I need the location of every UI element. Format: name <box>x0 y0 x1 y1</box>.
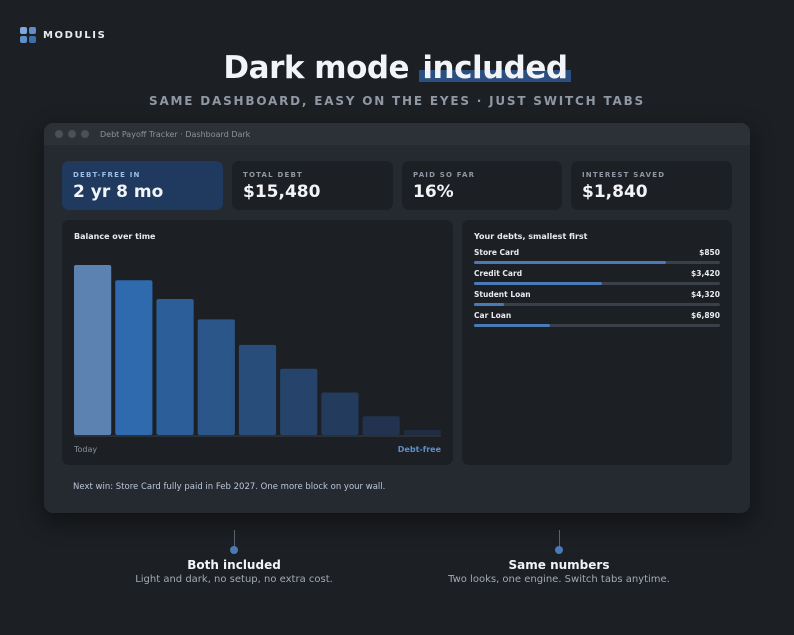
stat-value: $15,480 <box>243 182 321 202</box>
stat-value: 2 yr 8 mo <box>73 182 164 202</box>
window-titlebar: Debt Payoff Tracker · Dashboard Dark <box>44 123 750 145</box>
balance-bar <box>74 265 112 435</box>
app-window: Debt Payoff Tracker · Dashboard Dark DEB… <box>44 123 750 513</box>
headline-prefix: Dark mode <box>223 50 410 86</box>
debt-name: Student Loan <box>474 290 531 299</box>
balance-bar <box>197 319 235 435</box>
debt-progress-fill <box>474 303 504 306</box>
stat-label: INTEREST SAVED <box>582 171 666 179</box>
debts-panel-title: Your debts, smallest first <box>474 232 588 241</box>
stat-debt-free-in: DEBT-FREE IN 2 yr 8 mo <box>62 161 223 210</box>
balance-bar <box>403 429 441 435</box>
debt-row-car-loan: Car Loan $6,890 <box>474 311 720 327</box>
callout-connector <box>233 530 235 546</box>
debts-panel: Your debts, smallest first Store Card $8… <box>462 220 732 465</box>
headline: Dark mode included <box>0 50 794 86</box>
debt-amount: $850 <box>699 248 720 257</box>
debt-row-student-loan: Student Loan $4,320 <box>474 290 720 306</box>
debt-name: Credit Card <box>474 269 523 278</box>
balance-bar <box>238 344 277 435</box>
debt-name: Car Loan <box>474 311 512 320</box>
debt-progress-track <box>474 261 720 264</box>
debt-progress-fill <box>474 324 551 327</box>
stat-label: PAID SO FAR <box>413 171 476 179</box>
footer-note: Next win: Store Card fully paid in Feb 2… <box>73 482 386 492</box>
callout-title: Both included <box>187 558 281 572</box>
window-maximize-button[interactable] <box>81 130 89 138</box>
balance-bar <box>280 368 318 435</box>
debt-amount: $6,890 <box>691 311 720 320</box>
debt-progress-fill <box>474 282 602 285</box>
window-close-button[interactable] <box>55 130 63 138</box>
debt-progress-track <box>474 324 720 327</box>
debt-progress-track <box>474 282 720 285</box>
balance-bar <box>115 280 153 435</box>
balance-bar <box>156 299 194 435</box>
callout-connector <box>558 530 560 546</box>
stat-interest-saved: INTEREST SAVED $1,840 <box>571 161 732 210</box>
brand: MODULIS <box>20 27 106 43</box>
window-title: Debt Payoff Tracker · Dashboard Dark <box>100 129 251 139</box>
debt-progress-fill <box>474 261 666 264</box>
balance-chart <box>74 265 441 437</box>
stat-value: 16% <box>413 182 454 202</box>
headline-highlight: included <box>419 50 570 86</box>
stat-label: TOTAL DEBT <box>243 171 303 179</box>
x-axis-start-label: Today <box>74 445 98 454</box>
x-axis-end-label: Debt-free <box>397 445 441 454</box>
window-minimize-button[interactable] <box>68 130 76 138</box>
debt-name: Store Card <box>474 248 520 257</box>
balance-chart-panel: Balance over time Today Debt-free <box>62 220 453 465</box>
callout-text: Light and dark, no setup, no extra cost. <box>135 574 333 585</box>
brand-name: MODULIS <box>43 29 107 41</box>
debt-amount: $4,320 <box>691 290 720 299</box>
modulis-logo-icon <box>20 27 36 43</box>
balance-bar <box>362 416 400 435</box>
balance-bar <box>321 392 359 435</box>
debt-progress-track <box>474 303 720 306</box>
stat-label: DEBT-FREE IN <box>73 171 141 179</box>
debt-amount: $3,420 <box>691 269 720 278</box>
callout-title: Same numbers <box>508 558 610 572</box>
stat-total-debt: TOTAL DEBT $15,480 <box>232 161 393 210</box>
subhead: SAME DASHBOARD, EASY ON THE EYES · JUST … <box>149 94 645 108</box>
stat-paid-so-far: PAID SO FAR 16% <box>402 161 562 210</box>
debt-row-store-card: Store Card $850 <box>474 248 720 264</box>
debt-row-credit-card: Credit Card $3,420 <box>474 269 720 285</box>
callout-same-numbers: Same numbers Two looks, one engine. Swit… <box>419 530 699 585</box>
callout-text: Two looks, one engine. Switch tabs anyti… <box>448 574 670 585</box>
callout-dot-icon <box>230 546 238 554</box>
callout-both-included: Both included Light and dark, no setup, … <box>94 530 374 585</box>
balance-chart-title: Balance over time <box>74 232 156 241</box>
stat-value: $1,840 <box>582 182 648 202</box>
callout-dot-icon <box>555 546 563 554</box>
